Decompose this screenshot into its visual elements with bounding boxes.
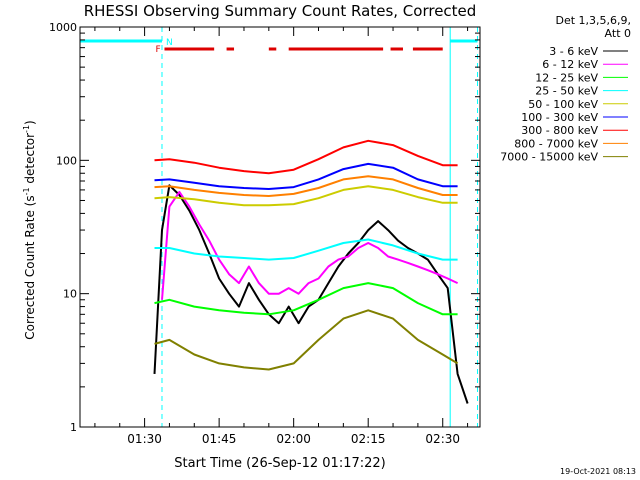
axes: 1 10 100 1000 01:30 01:45 02:00 02:15 02:30 <box>49 21 481 446</box>
series-line-2 <box>154 282 458 316</box>
series-line-4 <box>154 185 458 207</box>
legend-label-7: 800 - 7000 keV <box>514 137 598 150</box>
x-tick-label-3: 02:15 <box>351 432 386 446</box>
legend-header-1: Det 1,3,5,6,9, <box>555 14 631 27</box>
x-tick-label-1: 01:45 <box>202 432 237 446</box>
x-axis-label: Start Time (26-Sep-12 01:17:22) <box>174 456 385 471</box>
series-line-0 <box>153 184 469 404</box>
chart-title: RHESSI Observing Summary Count Rates, Co… <box>84 2 477 20</box>
y-axis-label-main: Corrected Count Rate (s <box>23 195 37 339</box>
axes-frame <box>79 26 481 428</box>
legend-header-2: Att 0 <box>605 27 631 40</box>
legend-label-4: 50 - 100 keV <box>528 98 598 111</box>
legend-label-3: 25 - 50 keV <box>535 85 598 98</box>
timestamp: 19-Oct-2021 08:13 <box>560 467 636 476</box>
night-marker-label: N <box>166 38 173 48</box>
series-line-7 <box>154 175 458 197</box>
legend-label-2: 12 - 25 keV <box>535 71 598 84</box>
legend-label-8: 7000 - 15000 keV <box>500 151 598 164</box>
x-tick-label-2: 02:00 <box>276 432 311 446</box>
series-line-3 <box>154 238 458 261</box>
legend-label-1: 6 - 12 keV <box>542 58 598 71</box>
plot-area: NF <box>79 27 479 427</box>
series-group <box>153 139 469 404</box>
series-line-8 <box>154 309 459 371</box>
y-tick-label-2: 100 <box>56 154 77 167</box>
y-axis-label-mid: detector <box>23 133 37 188</box>
y-tick-label-0: 1 <box>70 421 77 434</box>
y-axis-label-sup1: -1 <box>22 187 31 195</box>
flare-marker-label: F <box>155 45 160 55</box>
y-axis-label-end: ) <box>23 120 37 125</box>
series-line-6 <box>154 139 458 175</box>
legend-label-6: 300 - 800 keV <box>521 124 598 137</box>
x-tick-label-0: 01:30 <box>127 432 162 446</box>
y-axis-label-sup2: -1 <box>22 125 31 133</box>
y-tick-label-1: 10 <box>63 288 77 301</box>
series-line-1 <box>161 190 459 300</box>
legend-label-5: 100 - 300 keV <box>521 111 598 124</box>
y-tick-label-3: 1000 <box>49 21 77 34</box>
x-tick-label-4: 02:30 <box>425 432 460 446</box>
series-line-5 <box>154 162 458 190</box>
legend-label-0: 3 - 6 keV <box>549 45 598 58</box>
y-axis-label: Corrected Count Rate (s-1 detector-1) <box>22 120 37 339</box>
